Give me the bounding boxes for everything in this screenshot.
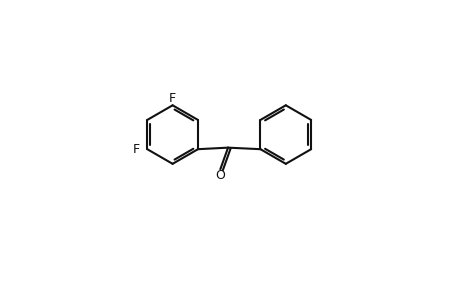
Text: F: F xyxy=(168,92,176,105)
Text: O: O xyxy=(215,169,225,182)
Text: F: F xyxy=(132,143,139,156)
